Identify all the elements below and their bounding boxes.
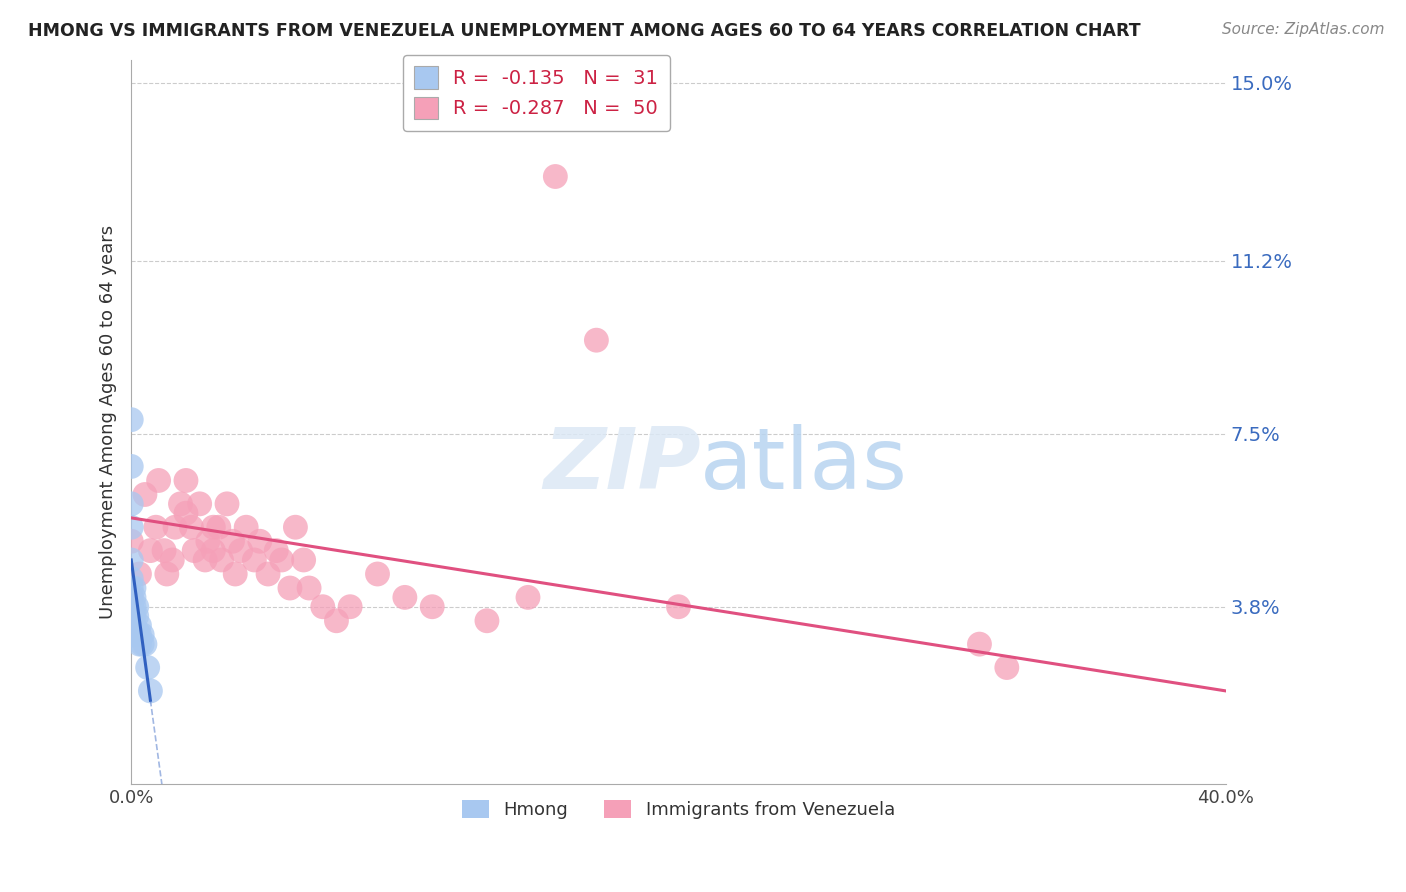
Point — [122, 609, 145, 624]
Point — [211, 553, 233, 567]
Point — [188, 497, 211, 511]
Point — [139, 684, 162, 698]
Point — [122, 599, 145, 614]
Point — [292, 553, 315, 567]
Point — [221, 534, 243, 549]
Point — [145, 520, 167, 534]
Point — [202, 520, 225, 534]
Point — [120, 591, 142, 605]
Point — [197, 534, 219, 549]
Point — [183, 543, 205, 558]
Point — [544, 169, 567, 184]
Point — [120, 623, 142, 637]
Point — [174, 474, 197, 488]
Point — [120, 614, 142, 628]
Point — [120, 599, 142, 614]
Point — [668, 599, 690, 614]
Point — [278, 581, 301, 595]
Text: atlas: atlas — [700, 424, 908, 507]
Text: HMONG VS IMMIGRANTS FROM VENEZUELA UNEMPLOYMENT AMONG AGES 60 TO 64 YEARS CORREL: HMONG VS IMMIGRANTS FROM VENEZUELA UNEMP… — [28, 22, 1140, 40]
Point — [128, 566, 150, 581]
Point — [180, 520, 202, 534]
Point — [120, 591, 142, 605]
Point — [120, 534, 142, 549]
Point — [325, 614, 347, 628]
Point — [120, 581, 142, 595]
Point — [125, 599, 148, 614]
Point — [312, 599, 335, 614]
Point — [148, 474, 170, 488]
Point — [131, 628, 153, 642]
Point — [122, 591, 145, 605]
Point — [585, 333, 607, 347]
Point — [224, 566, 246, 581]
Point — [162, 553, 184, 567]
Point — [120, 412, 142, 426]
Point — [128, 618, 150, 632]
Point — [995, 660, 1018, 674]
Point — [339, 599, 361, 614]
Point — [120, 572, 142, 586]
Point — [134, 637, 156, 651]
Point — [120, 497, 142, 511]
Point — [120, 599, 142, 614]
Point — [156, 566, 179, 581]
Point — [235, 520, 257, 534]
Point — [270, 553, 292, 567]
Point — [169, 497, 191, 511]
Point — [969, 637, 991, 651]
Point — [284, 520, 307, 534]
Point — [202, 543, 225, 558]
Point — [125, 609, 148, 624]
Point — [215, 497, 238, 511]
Point — [174, 506, 197, 520]
Point — [298, 581, 321, 595]
Point — [125, 623, 148, 637]
Point — [139, 543, 162, 558]
Point — [249, 534, 271, 549]
Point — [394, 591, 416, 605]
Point — [120, 628, 142, 642]
Y-axis label: Unemployment Among Ages 60 to 64 years: Unemployment Among Ages 60 to 64 years — [100, 225, 117, 619]
Point — [120, 459, 142, 474]
Point — [366, 566, 388, 581]
Point — [420, 599, 443, 614]
Point — [264, 543, 287, 558]
Point — [163, 520, 186, 534]
Point — [136, 660, 159, 674]
Point — [517, 591, 540, 605]
Legend: Hmong, Immigrants from Venezuela: Hmong, Immigrants from Venezuela — [454, 792, 903, 826]
Point — [243, 553, 266, 567]
Text: Source: ZipAtlas.com: Source: ZipAtlas.com — [1222, 22, 1385, 37]
Point — [128, 637, 150, 651]
Point — [120, 520, 142, 534]
Point — [122, 618, 145, 632]
Point — [120, 618, 142, 632]
Point — [475, 614, 498, 628]
Point — [122, 581, 145, 595]
Point — [229, 543, 252, 558]
Point — [134, 487, 156, 501]
Text: ZIP: ZIP — [543, 424, 700, 507]
Point — [120, 609, 142, 624]
Point — [194, 553, 217, 567]
Point — [257, 566, 280, 581]
Point — [208, 520, 231, 534]
Point — [128, 628, 150, 642]
Point — [131, 637, 153, 651]
Point — [153, 543, 176, 558]
Point — [120, 553, 142, 567]
